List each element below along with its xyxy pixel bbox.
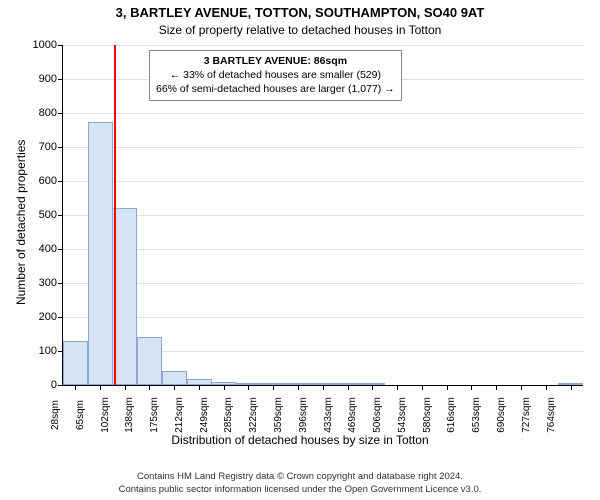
histogram-bar <box>63 341 88 385</box>
footer-line1: Contains HM Land Registry data © Crown c… <box>137 471 463 482</box>
marker-annotation: 3 BARTLEY AVENUE: 86sqm ← 33% of detache… <box>149 50 402 101</box>
ytick-label: 1000 <box>17 39 63 51</box>
histogram-bar <box>162 371 187 385</box>
chart-subtitle: Size of property relative to detached ho… <box>0 23 600 37</box>
plot-area: 0100200300400500600700800900100028sqm65s… <box>62 45 583 386</box>
gridline <box>63 317 583 318</box>
ytick-label: 700 <box>17 141 63 153</box>
gridline <box>63 147 583 148</box>
property-marker-line <box>114 45 116 385</box>
chart-title: 3, BARTLEY AVENUE, TOTTON, SOUTHAMPTON, … <box>0 5 600 20</box>
gridline <box>63 181 583 182</box>
gridline <box>63 113 583 114</box>
gridline <box>63 249 583 250</box>
gridline <box>63 283 583 284</box>
annotation-line1: 3 BARTLEY AVENUE: 86sqm <box>204 55 347 67</box>
ytick-label: 600 <box>17 175 63 187</box>
ytick-label: 900 <box>17 73 63 85</box>
annotation-line2: ← 33% of detached houses are smaller (52… <box>170 69 381 81</box>
xtick-mark <box>571 385 572 390</box>
ytick-label: 800 <box>17 107 63 119</box>
ytick-label: 400 <box>17 243 63 255</box>
ytick-label: 200 <box>17 311 63 323</box>
x-axis-label: Distribution of detached houses by size … <box>0 433 600 447</box>
footer-attribution: Contains HM Land Registry data © Crown c… <box>0 471 600 496</box>
histogram-bar <box>88 122 113 386</box>
ytick-label: 300 <box>17 277 63 289</box>
histogram-bar <box>137 337 162 385</box>
ytick-label: 100 <box>17 345 63 357</box>
annotation-line3: 66% of semi-detached houses are larger (… <box>156 83 395 95</box>
gridline <box>63 45 583 46</box>
footer-line2: Contains public sector information licen… <box>119 484 482 495</box>
gridline <box>63 215 583 216</box>
ytick-label: 500 <box>17 209 63 221</box>
